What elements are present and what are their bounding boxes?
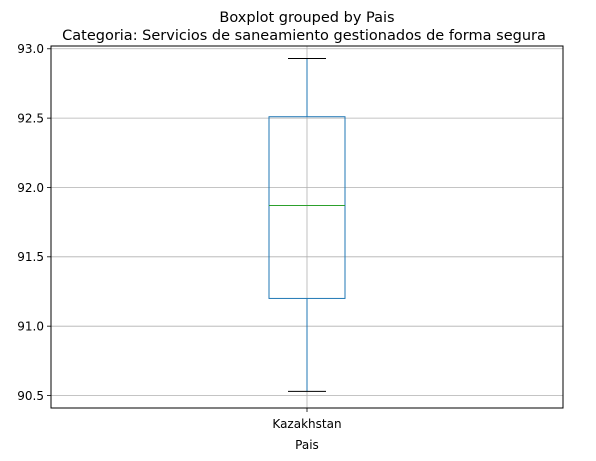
chart-title: Categoria: Servicios de saneamiento gest… — [62, 28, 546, 44]
y-tick-label: 91.0 — [17, 319, 44, 333]
y-tick-label: 91.5 — [17, 250, 44, 264]
y-tick-label: 92.5 — [17, 111, 44, 125]
x-axis-label: Pais — [295, 438, 319, 452]
y-tick-label: 90.5 — [17, 389, 44, 403]
x-axis-ticks: Kazakhstan — [272, 408, 342, 431]
x-tick-label: Kazakhstan — [272, 417, 341, 431]
box-group — [268, 57, 346, 392]
y-tick-label: 93.0 — [17, 42, 44, 56]
chart-suptitle: Boxplot grouped by Pais — [219, 10, 394, 26]
y-axis-ticks: 90.5 91.0 91.5 92.0 92.5 93.0 — [17, 42, 51, 403]
y-tick-label: 92.0 — [17, 181, 44, 195]
iqr-box — [268, 116, 346, 299]
